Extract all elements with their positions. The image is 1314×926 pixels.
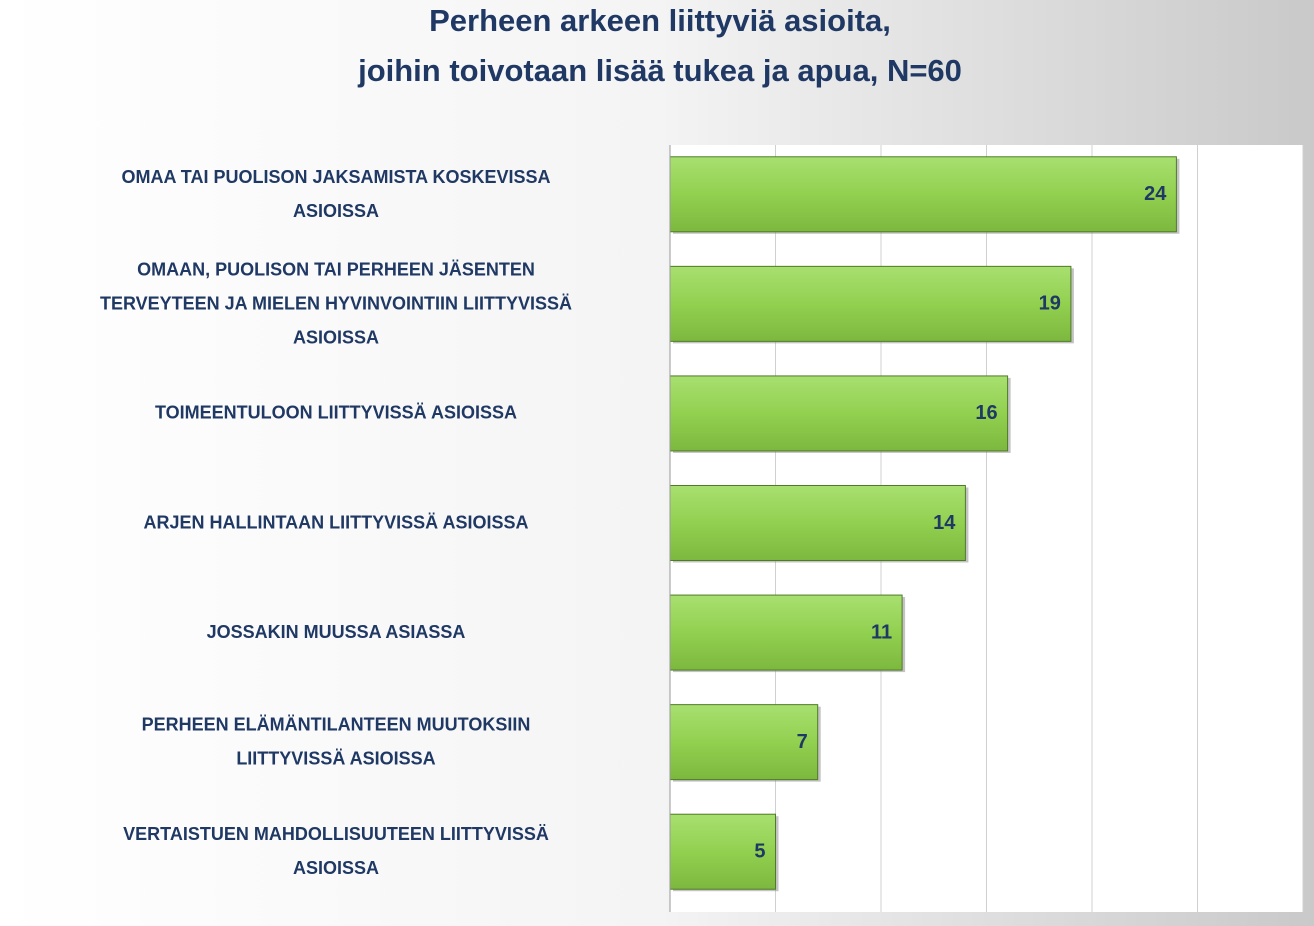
value-label: 16 bbox=[975, 402, 997, 424]
y-tick-label: VERTAISTUEN MAHDOLLISUUTEEN LIITTYVISSÄ A… bbox=[123, 824, 549, 878]
value-label: 24 bbox=[1144, 183, 1167, 205]
value-label: 5 bbox=[754, 840, 765, 862]
y-tick-label: TOIMEENTULOON LIITTYVISSÄ ASIOISSA bbox=[155, 403, 517, 423]
bar bbox=[669, 485, 966, 561]
bar bbox=[669, 813, 776, 890]
value-label: 14 bbox=[933, 512, 956, 534]
y-tick-label: PERHEEN ELÄMÄNTILANTEEN MUUTOKSIIN LIITTY… bbox=[142, 714, 531, 768]
value-label: 7 bbox=[797, 731, 808, 753]
bar bbox=[669, 704, 819, 781]
y-tick-label: ARJEN HALLINTAAN LIITTYVISSÄ ASIOISSA bbox=[143, 512, 528, 532]
y-tick-label: JOSSAKIN MUUSSA ASIASSA bbox=[207, 622, 466, 642]
bar bbox=[669, 375, 1009, 452]
y-tick-label: OMAA TAI PUOLISON JAKSAMISTA KOSKEVISSA A… bbox=[121, 167, 550, 221]
y-tick-label: OMAAN, PUOLISON TAI PERHEEN JÄSENTEN TERV… bbox=[100, 259, 572, 347]
value-label: 11 bbox=[871, 621, 892, 643]
bar bbox=[669, 265, 1072, 342]
bar bbox=[669, 594, 903, 671]
bar bbox=[669, 156, 1177, 233]
chart-title: Perheen arkeen liittyviä asioita, joihin … bbox=[357, 3, 962, 88]
value-label: 19 bbox=[1039, 293, 1061, 315]
